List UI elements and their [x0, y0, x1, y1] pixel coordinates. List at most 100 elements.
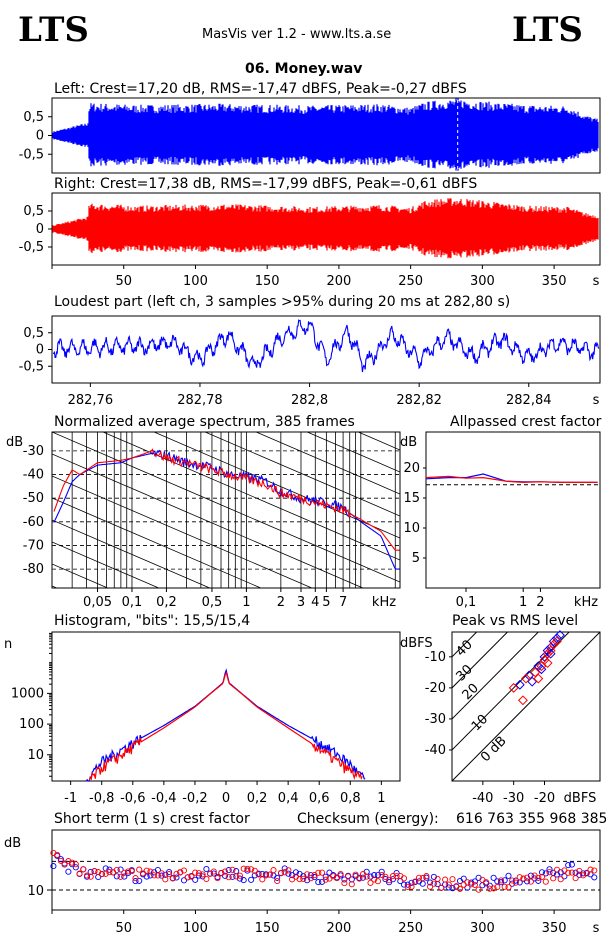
short-term-crest-point-right: [505, 884, 512, 891]
allpassed-crest-ytick-label: 15: [403, 491, 420, 506]
short-term-crest-point-right: [386, 877, 393, 884]
short-term-crest-point-right: [285, 867, 292, 874]
short-term-crest-point-left: [341, 876, 348, 883]
allpassed-crest-ylabel: dB: [400, 435, 417, 450]
allpassed-crest-xtick-label: 0,1: [456, 595, 477, 610]
allpassed-crest-ytick-label: 5: [412, 551, 420, 566]
short-term-crest-point-right: [307, 875, 314, 882]
short-term-crest-point-left: [251, 872, 258, 879]
short-term-crest-point-right: [434, 875, 441, 882]
spectrum-ytick-label: -40: [23, 468, 44, 483]
short-term-crest-point-right: [304, 871, 311, 878]
short-term-crest-point-right: [412, 878, 419, 885]
short-term-crest-point-right: [300, 875, 307, 882]
spectrum-slope-line: [357, 432, 400, 451]
short-term-crest-xtick-label: 350: [542, 921, 567, 936]
short-term-crest-point-right: [348, 881, 355, 888]
right-waveform-xtick-label: 200: [326, 274, 351, 289]
histogram-xtick-label: 0,2: [247, 791, 268, 806]
short-term-crest-point-left: [166, 868, 173, 876]
short-term-crest-point-left: [512, 877, 519, 884]
short-term-crest-point-right: [169, 875, 176, 882]
short-term-crest-point-right: [203, 875, 210, 883]
short-term-crest-point-right: [251, 867, 258, 874]
spectrum-slope-line: [52, 608, 400, 758]
short-term-crest-frame: [51, 829, 601, 911]
short-term-crest-point-right: [248, 866, 255, 873]
short-term-crest-point-left: [158, 872, 165, 879]
short-term-crest-point-right: [583, 870, 590, 877]
peak-vs-rms-crest-line: [452, 632, 600, 781]
short-term-crest-point-right: [274, 877, 281, 885]
short-term-crest-point-right: [591, 867, 598, 874]
short-term-crest-point-left: [565, 862, 572, 869]
histogram-xtick-label: -1: [64, 791, 77, 806]
right-waveform-xtick-label: 50: [115, 274, 132, 289]
peak-vs-rms-xtick-label: -40: [472, 791, 493, 806]
short-term-crest-xtick-label: 200: [326, 921, 351, 936]
short-term-crest-xtick-label: 150: [255, 921, 280, 936]
spectrum-slope-line: [52, 475, 313, 588]
peak-vs-rms-point-left: [524, 670, 535, 681]
short-term-crest-point-right: [128, 868, 135, 875]
short-term-crest-point-right: [117, 873, 124, 880]
peak-vs-rms-xtick-label: -20: [534, 791, 555, 806]
histogram-series-left: [85, 668, 366, 782]
short-term-crest-point-right: [468, 881, 475, 888]
peak-vs-rms-crest-label: 30: [453, 662, 475, 684]
short-term-crest-xtick-label: 250: [398, 921, 423, 936]
short-term-crest-point-right: [136, 866, 143, 873]
short-term-crest-point-left: [490, 874, 497, 881]
right-waveform-ytick-label: 0,5: [23, 204, 44, 219]
short-term-crest-point-right: [516, 874, 523, 881]
histogram-xtick-label: 0,4: [278, 791, 299, 806]
spectrum-ytick-label: -80: [23, 562, 44, 577]
peak-vs-rms-crest-line: [452, 632, 478, 658]
short-term-crest-point-right: [180, 867, 188, 874]
short-term-crest-point-right: [497, 877, 505, 884]
spectrum-slope-line: [153, 432, 400, 539]
loudest-part-xtick-label: 282,8: [291, 393, 328, 408]
short-term-crest-point-right: [225, 874, 232, 881]
peak-vs-rms-point-left: [527, 676, 538, 687]
short-term-crest-point-left: [289, 872, 296, 879]
spectrum-ytick-label: -60: [23, 515, 44, 530]
short-term-crest-point-left: [501, 877, 508, 884]
loudest-part-xtick-label: 282,82: [396, 393, 442, 408]
histogram-xtick-label: -0,8: [89, 791, 114, 806]
short-term-crest-point-right: [568, 869, 575, 876]
short-term-crest-point-right: [486, 885, 493, 892]
peak-vs-rms-point-right: [521, 673, 531, 684]
short-term-crest-point-left: [374, 872, 381, 879]
short-term-crest-point-right: [565, 869, 572, 876]
short-term-crest-point-left: [143, 873, 150, 880]
short-term-crest-xtick-label: 300: [470, 921, 495, 936]
loudest-part-ytick-label: -0,5: [19, 359, 44, 374]
peak-vs-rms-point-left: [554, 630, 565, 641]
left-waveform-signal: [52, 98, 599, 171]
allpassed-crest-ytick-label: 20: [403, 461, 420, 476]
short-term-crest-point-right: [330, 873, 337, 880]
short-term-crest-point-right: [162, 876, 169, 883]
spectrum-slope-line: [306, 432, 400, 473]
short-term-crest-point-left: [505, 872, 512, 879]
spectrum-slope-line: [52, 541, 160, 588]
loudest-part-xtick-label: 282,76: [68, 393, 114, 408]
short-term-crest-point-left: [117, 866, 124, 873]
short-term-crest-point-left: [225, 867, 232, 874]
left-waveform-ytick-label: -0,5: [19, 147, 44, 162]
peak-vs-rms-xtick-label: -30: [503, 791, 524, 806]
histogram-xtick-label: -0,2: [182, 791, 207, 806]
short-term-crest-point-right: [76, 870, 83, 877]
short-term-crest-point-right: [106, 869, 113, 876]
spectrum-xtick-label: 4: [311, 595, 319, 610]
short-term-crest-point-left: [538, 869, 546, 876]
short-term-crest-point-right: [553, 866, 561, 873]
short-term-crest-point-right: [61, 861, 68, 868]
spectrum-series-left: [53, 449, 400, 570]
short-term-crest-point-left: [408, 879, 415, 886]
short-term-crest-point-right: [512, 879, 519, 886]
short-term-crest-point-right: [229, 866, 236, 873]
short-term-crest-point-right: [262, 872, 270, 879]
short-term-crest-point-left: [195, 872, 202, 879]
